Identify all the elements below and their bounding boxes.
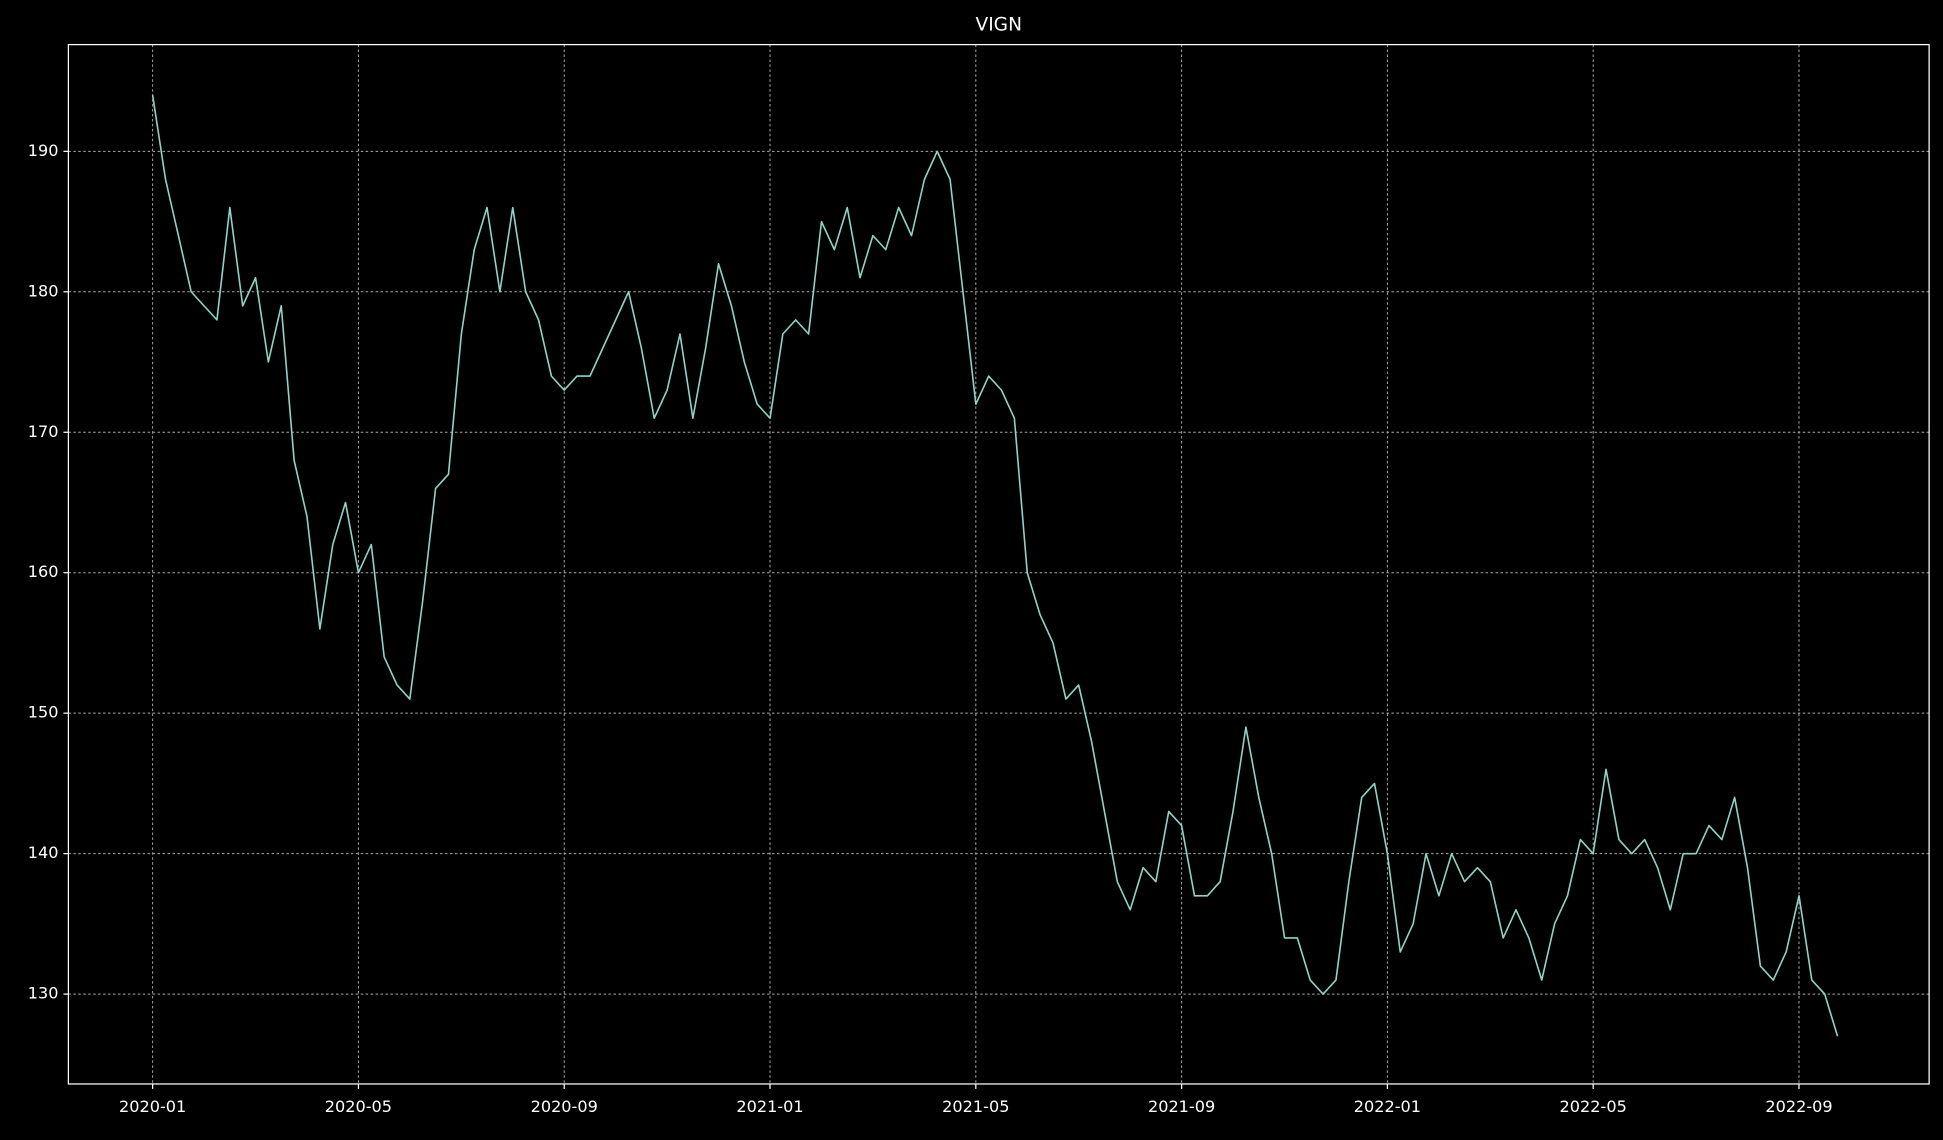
y-tick-label: 190 — [28, 141, 59, 160]
y-tick-label: 160 — [28, 562, 59, 581]
x-tick-label: 2021-05 — [942, 1097, 1009, 1116]
y-tick-label: 170 — [28, 422, 59, 441]
x-tick-label: 2020-09 — [531, 1097, 598, 1116]
price-line — [151, 95, 1839, 1037]
x-tick-label: 2020-01 — [119, 1097, 186, 1116]
y-tick-label: 140 — [28, 843, 59, 862]
x-tick-label: 2021-09 — [1148, 1097, 1215, 1116]
y-tick-label: 180 — [28, 281, 59, 300]
chart-title: VIGN — [976, 14, 1022, 35]
y-tick-label: 130 — [28, 984, 59, 1003]
x-tick-label: 2022-01 — [1354, 1097, 1421, 1116]
x-tick-label: 2021-01 — [736, 1097, 803, 1116]
x-tick-label: 2022-05 — [1560, 1097, 1627, 1116]
x-tick-label: 2020-05 — [325, 1097, 392, 1116]
x-tick-label: 2022-09 — [1765, 1097, 1832, 1116]
y-tick-label: 150 — [28, 703, 59, 722]
plot — [151, 95, 1839, 1037]
plot-frame — [67, 43, 1930, 1085]
